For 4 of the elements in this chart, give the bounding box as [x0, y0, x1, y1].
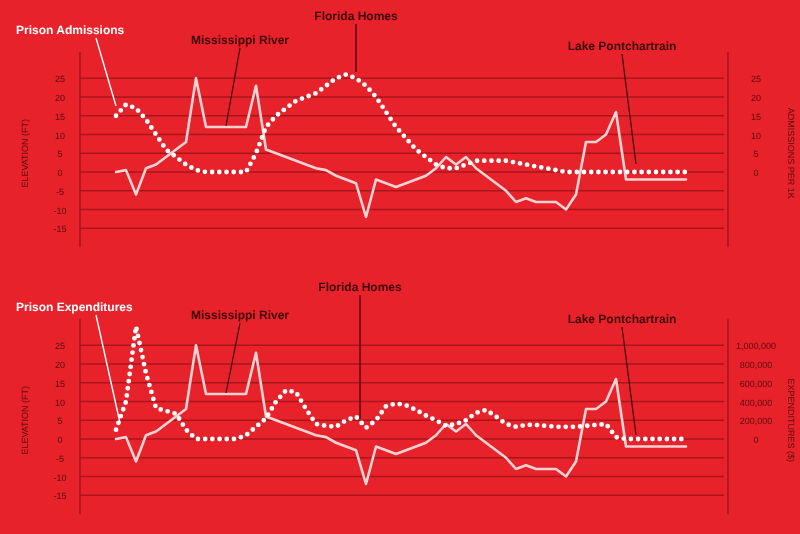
line-series: [114, 343, 688, 486]
line-series: [113, 324, 689, 442]
line-series: [113, 72, 689, 175]
line-series: [114, 76, 688, 219]
